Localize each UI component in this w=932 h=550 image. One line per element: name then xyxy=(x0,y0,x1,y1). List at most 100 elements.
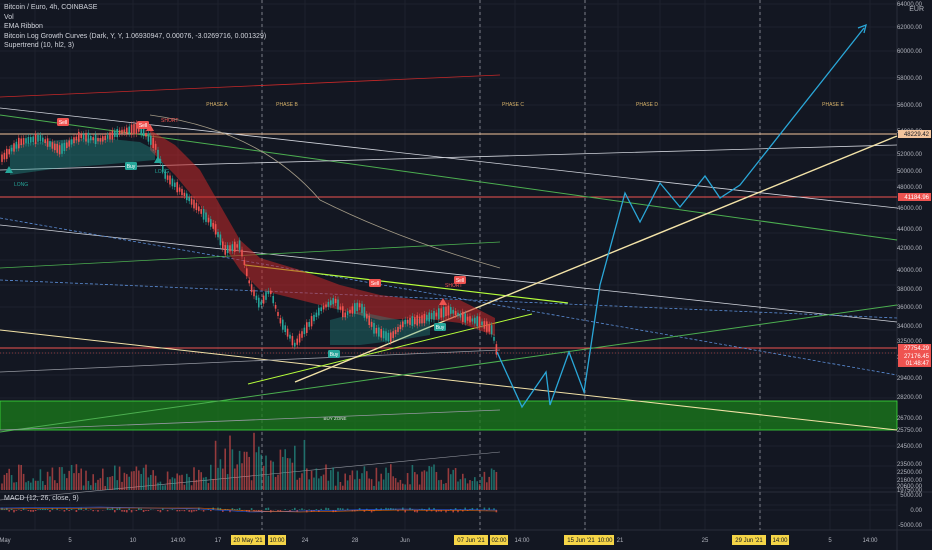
trend-line[interactable] xyxy=(0,409,501,431)
time-axis-label: 10:00 xyxy=(597,538,613,544)
candle xyxy=(334,298,337,303)
volume-bar xyxy=(406,473,409,490)
candle xyxy=(243,260,246,266)
trend-line[interactable] xyxy=(0,349,501,373)
projection-arrow-icon xyxy=(857,23,867,34)
volume-bar xyxy=(404,484,406,490)
candle xyxy=(349,309,351,314)
buy-signal-badge[interactable] xyxy=(125,162,137,170)
volume-bar xyxy=(157,482,159,490)
volume-bar xyxy=(361,473,363,490)
legend-symbol-title[interactable]: Bitcoin / Euro, 4h, COINBASE xyxy=(4,4,98,11)
candle xyxy=(18,137,20,149)
legend-log-growth-curves[interactable]: Bitcoin Log Growth Curves (Dark, Y, Y, 1… xyxy=(4,32,267,40)
candle xyxy=(490,325,493,335)
volume-bar xyxy=(428,466,430,490)
volume-bar xyxy=(51,467,54,490)
volume-bar xyxy=(56,483,58,490)
volume-bar xyxy=(34,480,37,490)
trend-line[interactable] xyxy=(294,135,898,383)
buy-signal-badge[interactable] xyxy=(328,350,340,358)
trend-line[interactable] xyxy=(0,107,898,209)
macd-histogram-bar xyxy=(138,507,140,510)
volume-bar xyxy=(346,480,349,490)
volume-bar xyxy=(334,485,337,490)
macd-histogram-bar xyxy=(303,509,306,510)
volume-bar xyxy=(397,482,399,490)
candle xyxy=(310,316,313,327)
time-axis-label: 17 xyxy=(215,538,222,544)
volume-bar xyxy=(75,464,78,490)
macd-histogram-bar xyxy=(452,510,454,513)
volume-bar xyxy=(409,484,411,490)
candle xyxy=(483,321,486,329)
legend-ema-ribbon[interactable]: EMA Ribbon xyxy=(4,23,43,31)
trend-line[interactable] xyxy=(0,304,898,433)
macd-histogram-bar xyxy=(426,510,428,512)
trend-line[interactable] xyxy=(0,144,898,171)
price-axis-label: 23500.00 xyxy=(897,462,923,468)
candle xyxy=(298,333,301,343)
candle xyxy=(198,206,200,212)
macd-histogram-bar xyxy=(183,510,186,512)
candle xyxy=(44,139,46,143)
projection-path[interactable] xyxy=(496,27,865,409)
candle xyxy=(284,325,286,333)
trend-line[interactable] xyxy=(0,329,898,431)
candle xyxy=(92,137,94,141)
volume-bar xyxy=(210,464,212,490)
time-axis-label: 07 Jun '21 xyxy=(457,538,485,544)
candle xyxy=(49,141,51,147)
volume-bar xyxy=(176,473,178,490)
trend-line[interactable] xyxy=(0,224,898,323)
sell-signal-badge[interactable] xyxy=(454,276,466,284)
volume-bar xyxy=(373,485,375,490)
volume-bar xyxy=(15,482,18,490)
volume-bar xyxy=(313,477,315,490)
volume-bar xyxy=(193,467,195,490)
volume-bar xyxy=(392,476,394,490)
volume-bar xyxy=(450,474,452,490)
macd-histogram-bar xyxy=(423,509,426,510)
volume-bar xyxy=(238,450,241,490)
candle xyxy=(445,306,447,317)
macd-histogram-bar xyxy=(231,508,234,510)
volume-bar xyxy=(226,474,229,490)
price-axis-label: 40000.00 xyxy=(897,268,923,274)
volume-bar xyxy=(294,445,296,490)
volume-bar xyxy=(140,474,142,490)
volume-bar xyxy=(488,476,490,490)
macd-histogram-bar xyxy=(44,508,46,510)
macd-axis-label: 0.00 xyxy=(910,508,922,514)
volume-bar xyxy=(92,474,94,490)
candle xyxy=(188,197,190,202)
candle xyxy=(219,234,222,246)
legend-supertrend[interactable]: Supertrend (10, hl2, 3) xyxy=(4,42,75,50)
candle xyxy=(313,314,315,322)
volume-bar xyxy=(375,467,378,490)
legend-volume[interactable]: Vol xyxy=(4,13,14,21)
volume-bar xyxy=(162,485,164,490)
legend-macd[interactable]: MACD (12, 26, close, 9) xyxy=(4,495,79,502)
trend-line[interactable] xyxy=(0,217,898,376)
macd-histogram-bar xyxy=(34,510,37,512)
trend-line[interactable] xyxy=(0,74,501,98)
volume-bar xyxy=(202,477,205,490)
candle xyxy=(433,311,435,320)
trend-line[interactable] xyxy=(0,114,898,241)
volume-bar xyxy=(332,467,334,490)
price-badge-label: 01:48:47 xyxy=(906,361,930,367)
time-axis-highlight xyxy=(771,535,789,545)
candle xyxy=(3,152,6,160)
candle xyxy=(279,317,282,324)
volume-bar xyxy=(147,477,150,490)
sell-signal-badge[interactable] xyxy=(369,279,381,287)
buy-zone[interactable] xyxy=(0,400,898,431)
sell-signal-badge[interactable] xyxy=(57,118,69,126)
candle xyxy=(452,309,454,314)
sell-signal-badge[interactable] xyxy=(137,121,149,129)
candle xyxy=(260,301,262,305)
volume-bar xyxy=(85,470,87,490)
buy-signal-badge[interactable] xyxy=(434,323,446,331)
